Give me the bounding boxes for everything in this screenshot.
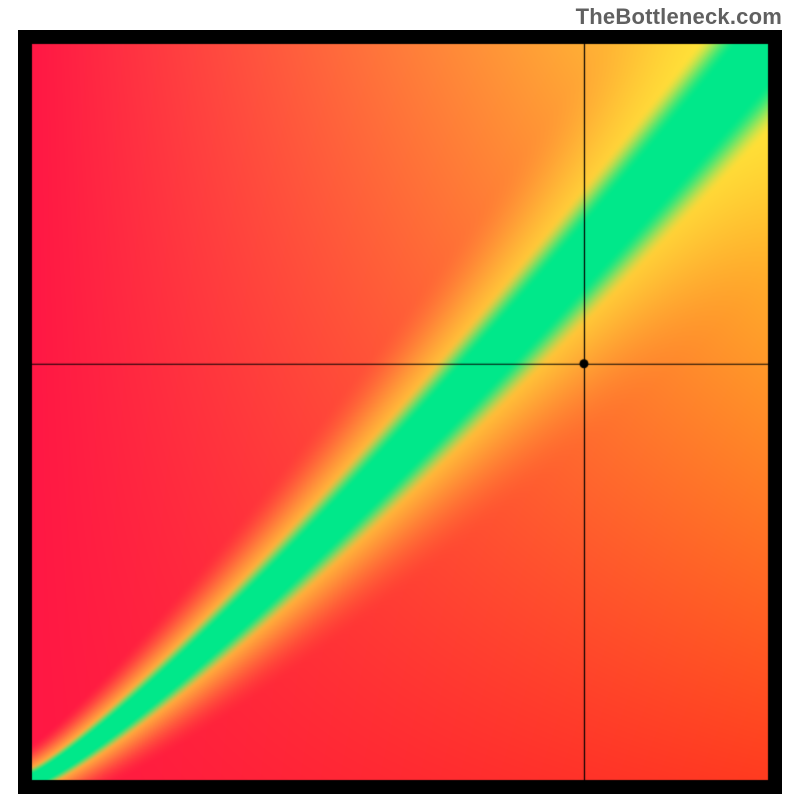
- heatmap-canvas: [18, 30, 782, 794]
- attribution-label: TheBottleneck.com: [576, 4, 782, 30]
- chart-container: TheBottleneck.com: [0, 0, 800, 800]
- plot-border: [18, 30, 782, 794]
